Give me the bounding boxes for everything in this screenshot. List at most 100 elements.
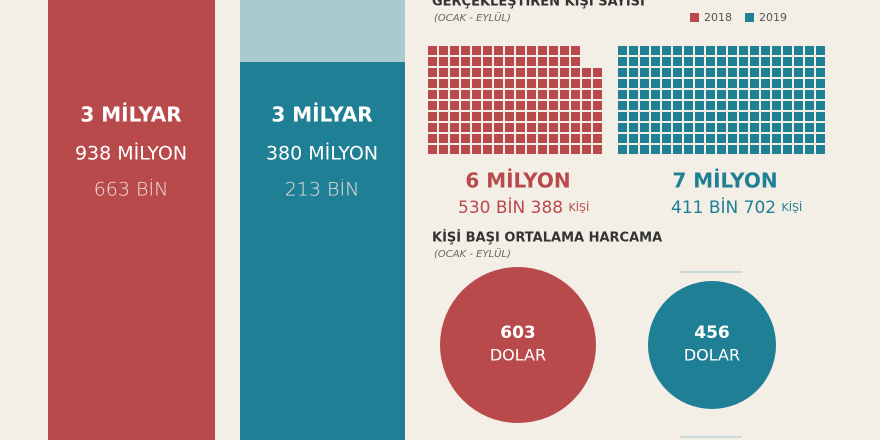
waffle-cell (560, 90, 569, 99)
waffle-cell (673, 101, 682, 110)
waffle-cell (516, 57, 525, 66)
bar-2018 (48, 0, 215, 440)
waffle-cell (783, 90, 792, 99)
waffle-cell (527, 134, 536, 143)
waffle-cell (538, 145, 547, 154)
waffle-cell (805, 134, 814, 143)
waffle-cell (618, 145, 627, 154)
waffle-cell (739, 68, 748, 77)
waffle-cell (483, 57, 492, 66)
waffle-cell (761, 90, 770, 99)
waffle-cell (582, 134, 591, 143)
waffle-cell (816, 112, 825, 121)
waffle-cell (450, 145, 459, 154)
waffle-cell (794, 46, 803, 55)
waffle-cell (816, 79, 825, 88)
waffle-cell (549, 68, 558, 77)
waffle-cell (618, 112, 627, 121)
waffle-cell (816, 145, 825, 154)
waffle-cell (673, 79, 682, 88)
waffle-cell (673, 46, 682, 55)
waffle-cell (706, 79, 715, 88)
waffle-cell (505, 134, 514, 143)
waffle-cell (728, 101, 737, 110)
waffle-cell (739, 101, 748, 110)
waffle-cell (618, 134, 627, 143)
waffle-cell (761, 112, 770, 121)
waffle-cell (662, 112, 671, 121)
waffle-cell (560, 123, 569, 132)
waffle-cell (717, 112, 726, 121)
waffle-cell (695, 46, 704, 55)
waffle-cell (750, 112, 759, 121)
waffle-cell (706, 123, 715, 132)
waffle-cell (651, 68, 660, 77)
waffle-cell (538, 57, 547, 66)
waffle-cell (618, 79, 627, 88)
waffle-cell (494, 145, 503, 154)
waffle-cell (651, 134, 660, 143)
spending-amount: 456 (694, 323, 730, 343)
waffle-cell (483, 123, 492, 132)
waffle-cell (618, 90, 627, 99)
waffle-cell (640, 123, 649, 132)
spending-unit: DOLAR (490, 346, 546, 365)
waffle-cell (571, 57, 580, 66)
waffle-cell (483, 112, 492, 121)
visitor-count: 7 MİLYON (672, 169, 777, 193)
waffle-cell (783, 46, 792, 55)
waffle-cell (717, 79, 726, 88)
waffle-cell (651, 101, 660, 110)
waffle-cell (728, 112, 737, 121)
waffle-cell (516, 79, 525, 88)
waffle-cell (450, 134, 459, 143)
waffle-cell (549, 46, 558, 55)
waffle-cell (494, 101, 503, 110)
waffle-cell (571, 123, 580, 132)
waffle-cell (472, 79, 481, 88)
waffle-cell (629, 68, 638, 77)
waffle-cell (439, 46, 448, 55)
waffle-cell (761, 79, 770, 88)
waffle-cell (794, 123, 803, 132)
waffle-cell (505, 57, 514, 66)
waffle-cell (450, 112, 459, 121)
waffle-cell (695, 112, 704, 121)
waffle-cell (450, 68, 459, 77)
waffle-cell (640, 57, 649, 66)
waffle-cell (783, 68, 792, 77)
waffle-cell (651, 79, 660, 88)
waffle-cell (805, 101, 814, 110)
waffle-cell (772, 68, 781, 77)
waffle-cell (794, 57, 803, 66)
legend-swatch (690, 13, 699, 22)
spending-amount: 603 (500, 323, 536, 343)
waffle-cell (695, 145, 704, 154)
waffle-cell (629, 101, 638, 110)
waffle-cell (783, 57, 792, 66)
revenue-line: 380 MİLYON (266, 142, 378, 165)
waffle-cell (816, 134, 825, 143)
waffle-cell (684, 68, 693, 77)
waffle-cell (772, 90, 781, 99)
waffle-cell (629, 90, 638, 99)
waffle-cell (651, 123, 660, 132)
waffle-cell (816, 68, 825, 77)
waffle-cell (706, 101, 715, 110)
waffle-cell (629, 145, 638, 154)
waffle-cell (560, 112, 569, 121)
waffle-cell (516, 101, 525, 110)
waffle-cell (472, 112, 481, 121)
waffle-cell (461, 46, 470, 55)
waffle-cell (728, 90, 737, 99)
visitor-unit: KİŞİ (569, 201, 590, 214)
waffle-cell (662, 101, 671, 110)
waffle-cell (684, 123, 693, 132)
waffle-cell (717, 57, 726, 66)
waffle-cell (472, 123, 481, 132)
waffle-cell (739, 112, 748, 121)
waffle-cell (772, 134, 781, 143)
waffle-cell (516, 90, 525, 99)
spending-unit: DOLAR (684, 346, 740, 365)
waffle-cell (739, 123, 748, 132)
